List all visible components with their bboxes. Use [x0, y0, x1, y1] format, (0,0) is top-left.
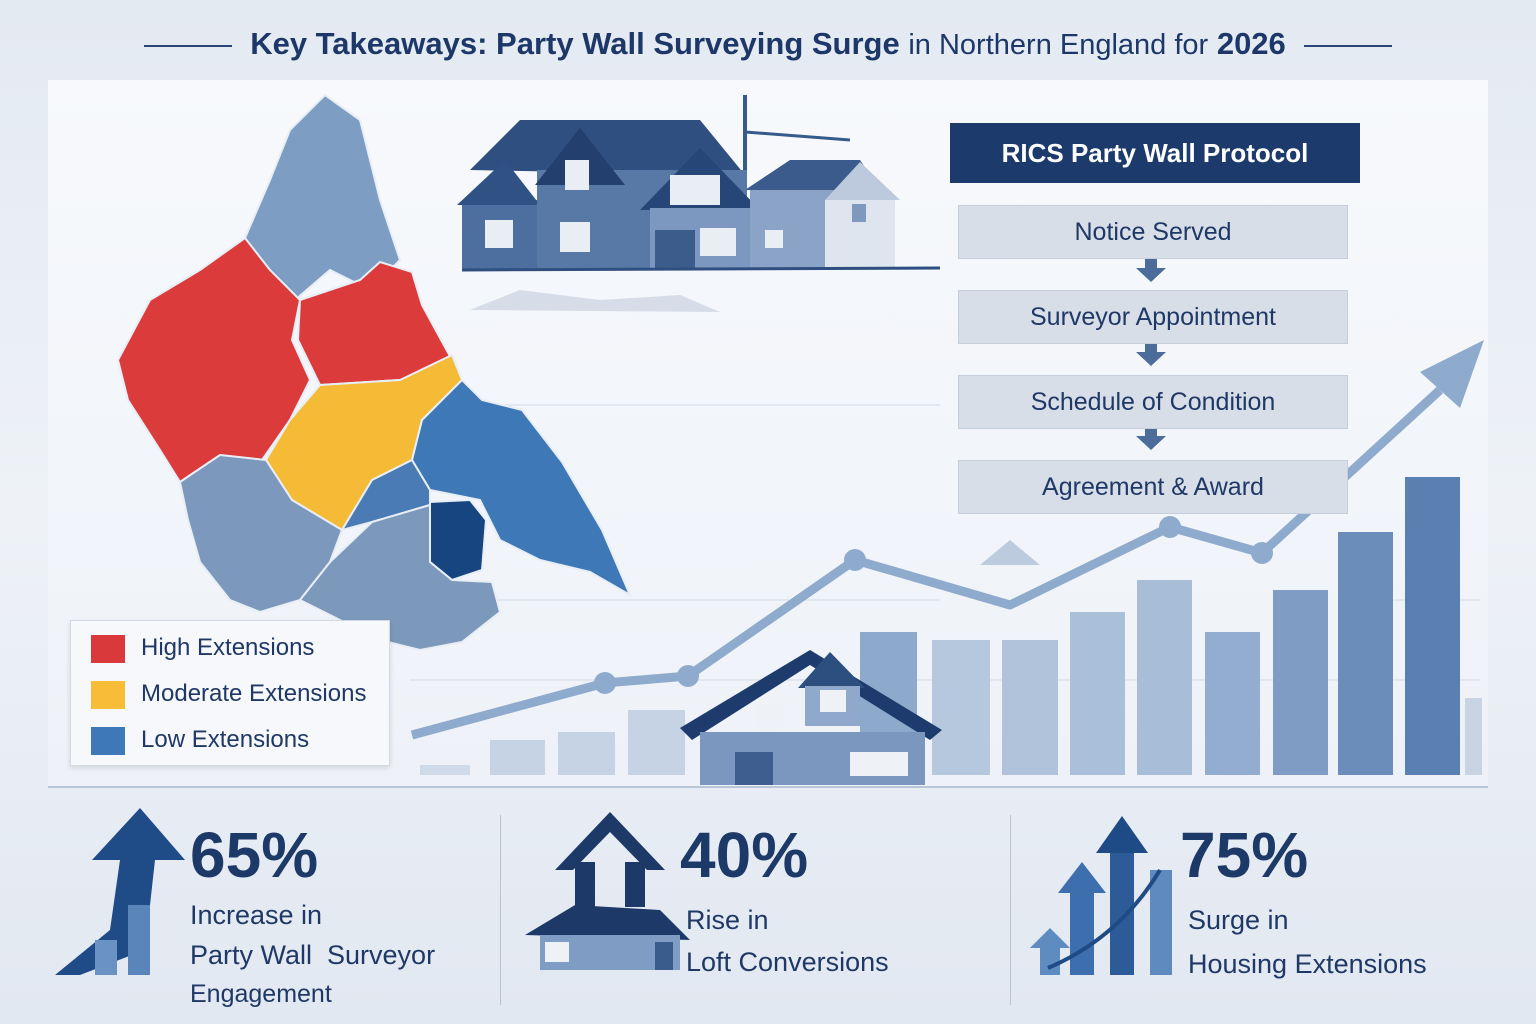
- stat-label: Rise in: [686, 905, 769, 935]
- stat-label: Increase in: [190, 900, 323, 930]
- region-map: [116, 93, 633, 652]
- title-mid: in Northern England for: [908, 29, 1209, 61]
- legend-item: Low Extensions: [91, 725, 309, 755]
- title-year: 2026: [1216, 26, 1286, 61]
- house-icon: [680, 650, 942, 785]
- legend-swatch: [91, 726, 125, 755]
- protocol-step: Notice Served: [958, 205, 1348, 259]
- legend-item: High Extensions: [91, 633, 314, 663]
- title: Key Takeaways: Party Wall Surveying Surg…: [0, 26, 1536, 62]
- stat-label: Housing Extensions: [1188, 949, 1427, 979]
- stat-value: 40%: [680, 819, 809, 891]
- legend-label: High Extensions: [141, 634, 315, 661]
- stat-label: Engagement: [190, 980, 332, 1008]
- stat-value: 75%: [1180, 819, 1309, 891]
- stat-label: Surge in: [1188, 905, 1289, 935]
- protocol-step: Schedule of Condition: [958, 375, 1348, 429]
- legend-label: Low Extensions: [141, 726, 310, 753]
- stat-label: Party Wall Surveyor: [190, 940, 436, 970]
- step-arrows: [1136, 258, 1166, 450]
- legend-item: Moderate Extensions: [91, 679, 366, 709]
- legend-swatch: [91, 634, 125, 663]
- houses-illustration: [457, 95, 941, 312]
- stat-value: 65%: [190, 819, 319, 891]
- stat-label: Loft Conversions: [686, 947, 889, 977]
- legend: High Extensions Moderate Extensions Low Ex…: [70, 620, 390, 766]
- protocol-step: Agreement & Award: [958, 460, 1348, 514]
- title-rule: [1303, 44, 1392, 47]
- protocol-step: Surveyor Appointment: [958, 290, 1348, 344]
- trend-bars: [410, 340, 1484, 775]
- stat-icons: [55, 808, 1172, 975]
- divider: [1010, 815, 1011, 1005]
- protocol-title: RICS Party Wall Protocol: [950, 123, 1360, 183]
- legend-label: Moderate Extensions: [141, 680, 367, 707]
- divider: [500, 815, 501, 1005]
- title-main: Key Takeaways: Party Wall Surveying Surg…: [250, 26, 900, 61]
- legend-swatch: [91, 680, 125, 709]
- title-rule: [144, 44, 233, 47]
